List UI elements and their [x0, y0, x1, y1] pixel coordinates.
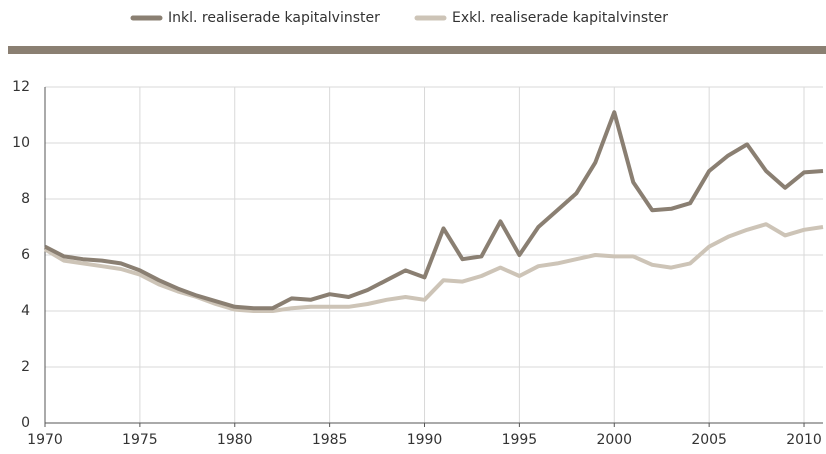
y-tick-label: 0 [21, 415, 30, 431]
series-line [43, 222, 824, 313]
header-bar [8, 46, 826, 54]
x-tick-label: 2000 [596, 432, 632, 448]
y-tick-label: 4 [21, 303, 30, 319]
x-tick-label: 1995 [502, 432, 538, 448]
legend-label: Exkl. realiserade kapitalvinster [452, 10, 668, 26]
x-tick-label: 1975 [122, 432, 158, 448]
y-tick-label: 2 [21, 359, 30, 375]
x-tick-label: 2005 [691, 432, 727, 448]
x-tick-label: 1990 [407, 432, 443, 448]
legend-label: Inkl. realiserade kapitalvinster [168, 10, 380, 26]
y-tick-label: 8 [21, 191, 30, 207]
x-tick-label: 1980 [217, 432, 253, 448]
y-tick-label: 10 [12, 135, 30, 151]
y-tick-label: 6 [21, 247, 30, 263]
series-line [44, 110, 824, 311]
x-tick-label: 1970 [27, 432, 63, 448]
x-tick-label: 1985 [312, 432, 348, 448]
x-tick-label: 2010 [786, 432, 822, 448]
y-tick-label: 12 [12, 79, 30, 95]
